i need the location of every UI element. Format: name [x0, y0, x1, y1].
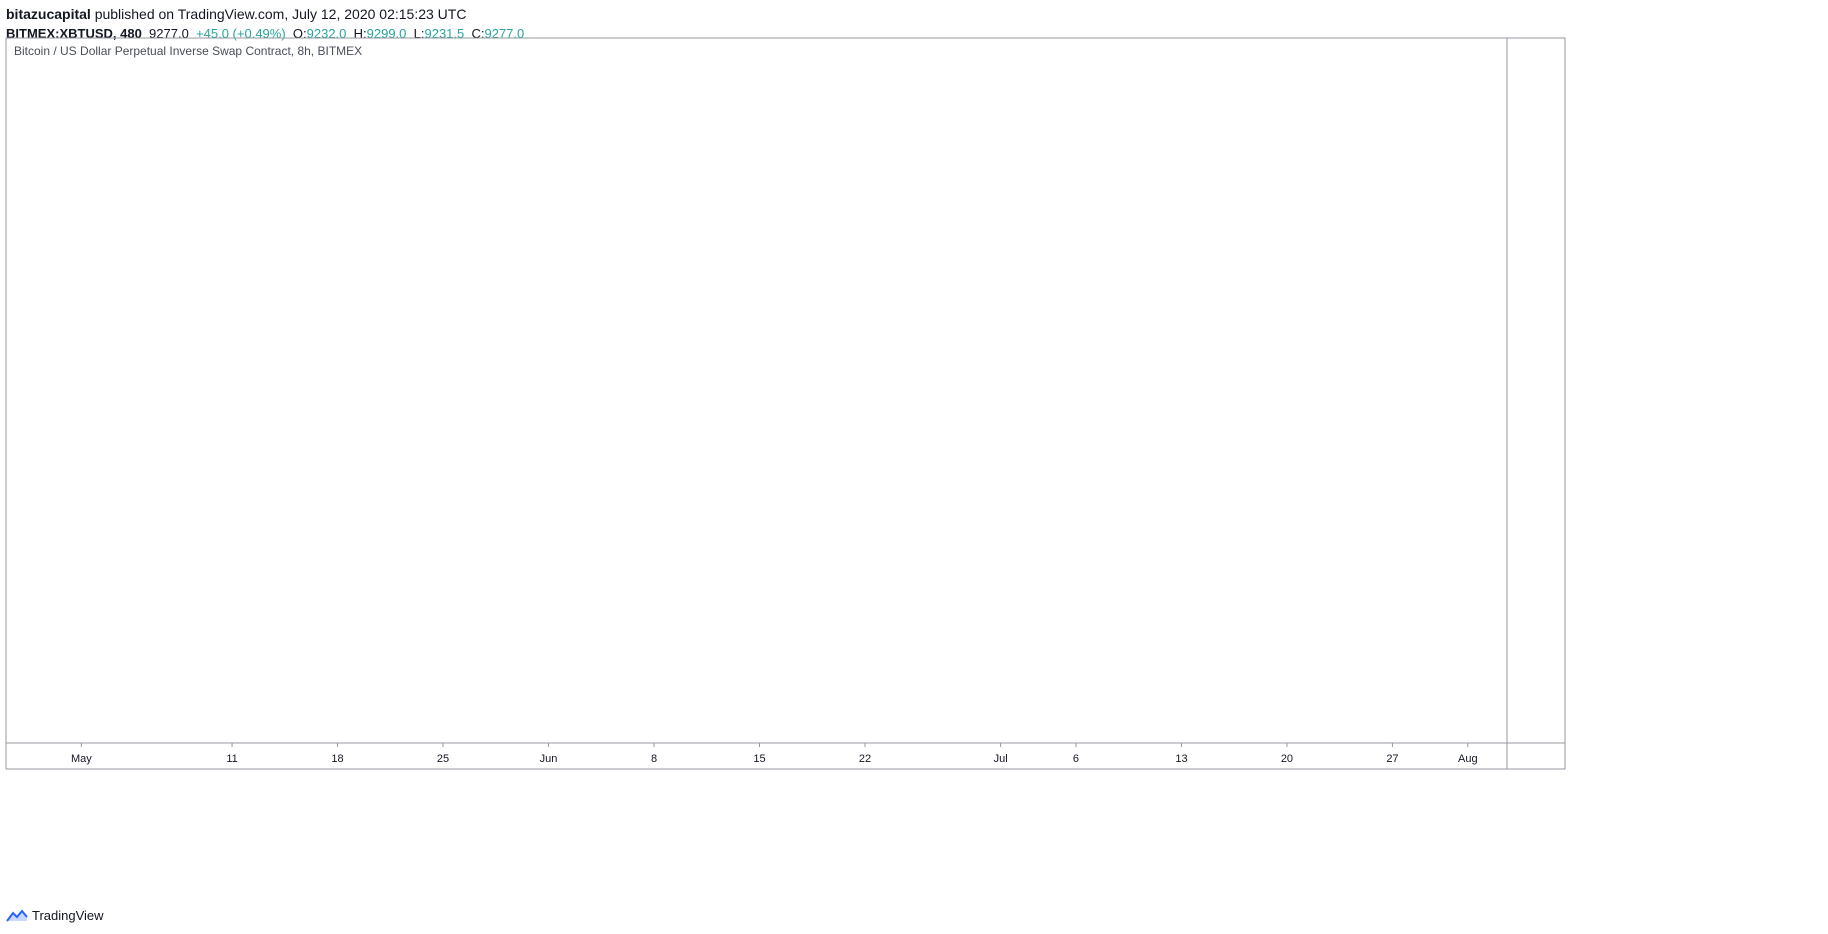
open-label: O:: [292, 26, 307, 41]
tradingview-brand[interactable]: TradingView: [32, 908, 104, 923]
x-tick-label: 25: [437, 753, 449, 765]
close-label: C:: [471, 26, 485, 41]
low-value: 9231.5: [424, 26, 465, 41]
chart-header: bitazucapital published on TradingView.c…: [6, 4, 524, 44]
x-tick-label: Jul: [994, 753, 1008, 765]
low-label: L:: [413, 26, 425, 41]
ohlc-line: BITMEX:XBTUSD, 480 9277.0 +45.0 (+0.49%)…: [6, 24, 524, 44]
footer: TradingView: [6, 908, 104, 923]
close-value: 9277.0: [484, 26, 525, 41]
x-tick-label: 27: [1386, 753, 1398, 765]
published-text: published on TradingView.com, July 12, 2…: [94, 6, 467, 22]
high-value: 9299.0: [366, 26, 407, 41]
x-tick-label: 18: [331, 753, 343, 765]
high-label: H:: [353, 26, 367, 41]
price-change: +45.0 (+0.49%): [196, 26, 286, 41]
x-tick-label: 6: [1073, 753, 1079, 765]
x-tick-label: 13: [1175, 753, 1187, 765]
chart-title: Bitcoin / US Dollar Perpetual Inverse Sw…: [14, 44, 362, 58]
last-price: 9277.0: [149, 26, 189, 41]
chart-frame: [5, 37, 1566, 770]
author-name[interactable]: bitazucapital: [6, 6, 91, 22]
tradingview-logo-icon[interactable]: [6, 908, 28, 923]
open-value: 9232.0: [306, 26, 347, 41]
x-tick-label: Jun: [540, 753, 558, 765]
x-tick-label: May: [71, 753, 92, 765]
x-tick-label: 11: [226, 753, 237, 765]
x-tick-label: 20: [1281, 753, 1293, 765]
x-tick-label: Aug: [1458, 753, 1478, 765]
symbol-label: BITMEX:XBTUSD, 480: [6, 26, 142, 41]
publish-line: bitazucapital published on TradingView.c…: [6, 4, 524, 24]
x-tick-label: 15: [753, 753, 765, 765]
x-tick-label: 22: [859, 753, 871, 765]
x-tick-label: 8: [651, 753, 657, 765]
